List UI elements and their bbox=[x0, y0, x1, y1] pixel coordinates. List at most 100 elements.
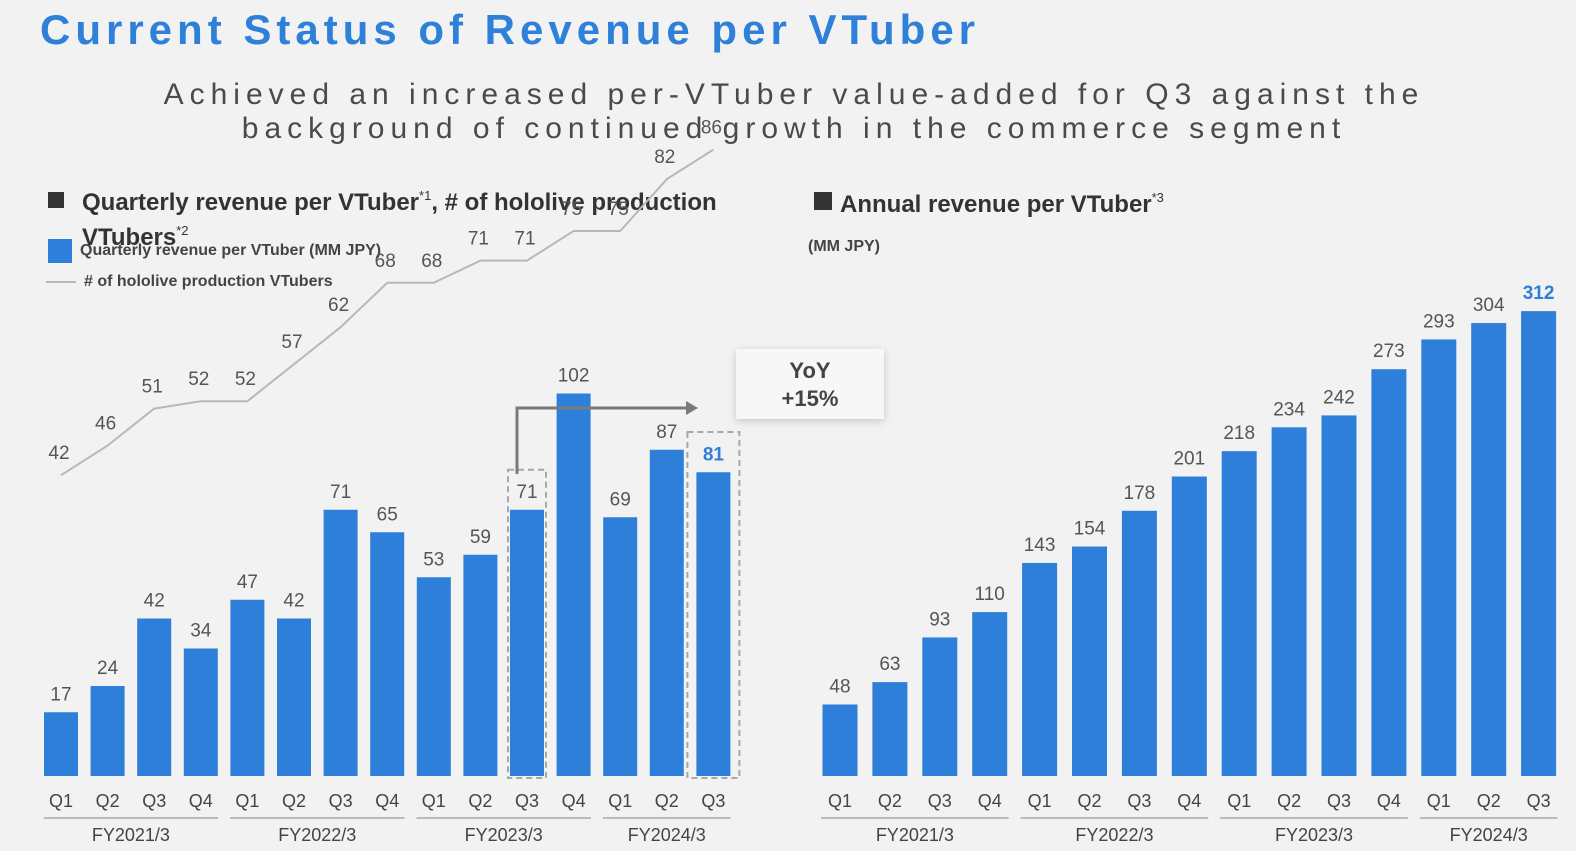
legend-bar-swatch bbox=[48, 239, 72, 263]
quarter-tick-label: Q1 bbox=[1227, 791, 1251, 811]
right-fiscal-year-label: FY2022/3 bbox=[1075, 825, 1153, 845]
annual-revenue-label: 63 bbox=[879, 654, 900, 675]
right-unit-label: (MM JPY) bbox=[808, 238, 880, 255]
yoy-arrow-head-icon bbox=[686, 401, 698, 415]
left-heading-middle-text: , # of hololive production bbox=[431, 189, 717, 216]
quarter-tick-label: Q4 bbox=[189, 791, 213, 811]
quarterly-revenue-label: 69 bbox=[610, 489, 631, 510]
highlight-dashed-box bbox=[686, 431, 741, 779]
quarterly-revenue-label: 102 bbox=[558, 366, 590, 387]
vtuber-count-label: 86 bbox=[701, 118, 722, 139]
quarter-tick-label: Q2 bbox=[282, 791, 306, 811]
legend-line-label: # of hololive production VTubers bbox=[84, 273, 333, 290]
quarterly-revenue-bar bbox=[696, 472, 731, 776]
bullet-square-icon bbox=[814, 192, 832, 210]
quarter-tick-label: Q3 bbox=[142, 791, 166, 811]
vtuber-count-label: 42 bbox=[48, 443, 69, 464]
quarter-tick-label: Q4 bbox=[562, 791, 586, 811]
left-heading-line2-text: VTubers bbox=[82, 224, 177, 251]
quarter-tick-label: Q4 bbox=[978, 791, 1002, 811]
quarter-tick-label: Q1 bbox=[235, 791, 259, 811]
quarterly-revenue-bar bbox=[510, 509, 544, 776]
legend-bar-label: Quarterly revenue per VTuber (MM JPY) bbox=[80, 242, 382, 259]
right-section-heading: Annual revenue per VTuber*3 bbox=[814, 184, 1164, 219]
left-heading-text: Quarterly revenue per VTuber bbox=[82, 189, 420, 216]
quarterly-revenue-bar bbox=[277, 618, 311, 776]
footnote-marker: *2 bbox=[176, 223, 189, 238]
bullet-square-icon bbox=[48, 192, 64, 208]
quarterly-revenue-label: 87 bbox=[656, 422, 677, 443]
quarter-tick-label: Q2 bbox=[468, 791, 492, 811]
annual-revenue-bar bbox=[1221, 451, 1257, 776]
right-fiscal-year-label: FY2021/3 bbox=[876, 825, 954, 845]
subtitle-line-1: Achieved an increased per-VTuber value-a… bbox=[163, 78, 1425, 111]
left-heading-line-1: Quarterly revenue per VTuber*1, # of hol… bbox=[48, 182, 717, 217]
annual-revenue-bar bbox=[1421, 339, 1457, 776]
annual-revenue-label: 218 bbox=[1223, 423, 1255, 444]
yoy-callout: YoY +15% bbox=[736, 349, 884, 419]
quarter-tick-label: Q3 bbox=[515, 791, 539, 811]
quarter-tick-label: Q3 bbox=[701, 791, 725, 811]
quarter-tick-label: Q2 bbox=[655, 791, 679, 811]
quarterly-revenue-label: 65 bbox=[377, 504, 398, 525]
vtuber-count-label: 68 bbox=[375, 251, 396, 272]
quarter-tick-label: Q2 bbox=[1477, 791, 1501, 811]
annual-revenue-label: 304 bbox=[1473, 295, 1505, 316]
annual-revenue-bar bbox=[1121, 510, 1157, 776]
vtuber-count-label: 52 bbox=[235, 369, 256, 390]
annual-revenue-bar bbox=[1072, 546, 1107, 776]
annual-revenue-bar bbox=[1521, 311, 1557, 776]
quarter-tick-label: Q1 bbox=[49, 791, 73, 811]
quarter-tick-label: Q1 bbox=[608, 791, 632, 811]
vtuber-count-label: 57 bbox=[281, 332, 302, 353]
quarterly-revenue-label: 17 bbox=[50, 684, 71, 705]
annual-revenue-bar bbox=[822, 704, 858, 776]
quarter-tick-label: Q2 bbox=[96, 791, 120, 811]
right-fiscal-year-label: FY2024/3 bbox=[1450, 825, 1528, 845]
annual-revenue-label: 48 bbox=[829, 676, 850, 697]
left-fiscal-year-label: FY2024/3 bbox=[628, 825, 706, 845]
quarter-tick-label: Q1 bbox=[422, 791, 446, 811]
quarter-tick-label: Q1 bbox=[1427, 791, 1451, 811]
vtuber-count-label: 68 bbox=[421, 251, 442, 272]
annual-revenue-bar bbox=[1022, 562, 1058, 776]
quarterly-revenue-bar bbox=[370, 532, 405, 776]
quarter-tick-label: Q3 bbox=[1527, 791, 1551, 811]
quarterly-revenue-label: 42 bbox=[283, 591, 304, 612]
quarterly-revenue-bar bbox=[230, 599, 265, 776]
quarterly-revenue-bar bbox=[416, 577, 451, 776]
quarterly-revenue-bar bbox=[556, 393, 591, 776]
quarterly-revenue-bar bbox=[90, 686, 125, 776]
annual-revenue-bar bbox=[972, 612, 1008, 776]
annual-revenue-bar bbox=[1471, 323, 1507, 776]
vtuber-count-label: 71 bbox=[468, 229, 489, 250]
vtuber-count-label: 46 bbox=[95, 414, 116, 435]
vtuber-count-label: 75 bbox=[608, 199, 629, 220]
vtuber-count-line bbox=[60, 148, 714, 477]
right-fiscal-year-label: FY2023/3 bbox=[1275, 825, 1353, 845]
page-title: Current Status of Revenue per VTuber bbox=[40, 6, 981, 53]
quarter-tick-label: Q4 bbox=[375, 791, 399, 811]
quarter-tick-label: Q1 bbox=[828, 791, 852, 811]
quarterly-revenue-bar bbox=[44, 712, 78, 776]
quarterly-revenue-bar bbox=[603, 517, 638, 776]
annual-revenue-bar bbox=[1271, 427, 1307, 776]
annual-revenue-bar bbox=[922, 637, 958, 776]
legend-line-swatch bbox=[46, 281, 76, 283]
annual-revenue-label: 154 bbox=[1074, 519, 1106, 540]
annual-revenue-label: 234 bbox=[1273, 399, 1305, 420]
right-heading-text: Annual revenue per VTuber bbox=[840, 191, 1152, 218]
quarterly-revenue-label: 59 bbox=[470, 527, 491, 548]
annual-revenue-label: 201 bbox=[1173, 449, 1205, 470]
legend-bar-entry: Quarterly revenue per VTuber (MM JPY) bbox=[48, 239, 381, 263]
annual-revenue-label: 143 bbox=[1024, 535, 1056, 556]
subtitle-line-2: background of continued growth in the co… bbox=[241, 112, 1347, 145]
annual-revenue-label: 273 bbox=[1373, 341, 1405, 362]
vtuber-count-label: 51 bbox=[142, 377, 163, 398]
quarterly-revenue-bar bbox=[137, 618, 172, 776]
highlight-dashed-box bbox=[507, 468, 547, 779]
vtuber-count-label: 62 bbox=[328, 295, 349, 316]
left-fiscal-year-label: FY2022/3 bbox=[278, 825, 356, 845]
